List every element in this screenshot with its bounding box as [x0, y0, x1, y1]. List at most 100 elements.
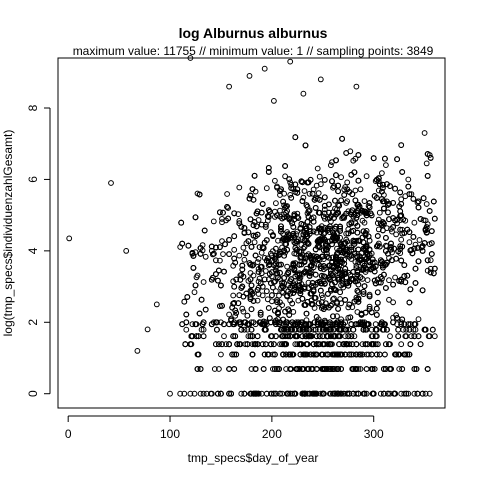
data-point [299, 366, 306, 372]
data-point [255, 291, 262, 297]
data-point [226, 366, 233, 372]
data-point [271, 390, 277, 397]
data-point [263, 288, 270, 295]
data-point [187, 390, 194, 397]
data-point [306, 207, 313, 214]
data-point [214, 326, 220, 333]
data-point [320, 230, 327, 237]
data-point [338, 366, 345, 372]
data-point [280, 351, 287, 358]
data-point [428, 228, 435, 235]
data-point [386, 216, 392, 223]
data-point [304, 299, 311, 305]
data-point [322, 319, 329, 326]
data-point [314, 165, 321, 172]
data-point [393, 231, 400, 238]
data-point [374, 233, 381, 239]
data-point [316, 326, 323, 333]
data-point [341, 186, 348, 193]
data-point [279, 302, 286, 309]
data-point [284, 293, 291, 300]
data-point [250, 222, 257, 229]
data-point [388, 240, 394, 247]
data-point [277, 319, 283, 326]
data-point [374, 289, 381, 296]
data-point [322, 300, 329, 307]
data-point [362, 209, 369, 215]
data-point [255, 269, 262, 275]
data-point [197, 390, 204, 397]
data-point [226, 311, 233, 318]
data-point [208, 390, 215, 397]
data-point [379, 170, 385, 177]
data-point [405, 176, 412, 183]
data-point [410, 326, 417, 333]
data-point [306, 273, 313, 279]
data-point [401, 390, 408, 397]
data-point [421, 130, 428, 136]
data-point [414, 245, 421, 251]
data-point [393, 351, 400, 358]
data-point [296, 248, 303, 255]
data-point [345, 304, 352, 311]
data-point [284, 236, 291, 242]
data-point [307, 228, 314, 235]
data-point [313, 366, 320, 372]
data-point [348, 351, 355, 358]
data-point [312, 205, 319, 211]
data-point [414, 390, 421, 397]
data-point [385, 201, 391, 208]
data-point [368, 366, 375, 372]
data-point [221, 333, 227, 340]
data-point [335, 265, 342, 272]
y-tick-label: 2 [26, 319, 40, 326]
data-point [214, 319, 220, 326]
data-point [337, 289, 344, 296]
data-point [292, 273, 299, 280]
data-point [415, 333, 422, 340]
data-point [392, 185, 399, 192]
data-point [360, 326, 367, 333]
data-point [308, 255, 315, 262]
data-point [310, 326, 317, 333]
data-point [281, 214, 288, 221]
data-point [284, 213, 291, 220]
data-point [430, 270, 437, 277]
data-point [304, 219, 311, 225]
data-point [332, 197, 338, 204]
data-point [306, 321, 313, 328]
data-point [301, 269, 308, 276]
data-point [428, 240, 435, 247]
data-point [327, 341, 333, 348]
data-point [179, 321, 186, 328]
data-point [284, 263, 291, 270]
data-point [354, 212, 361, 219]
data-point [343, 200, 350, 206]
data-point [429, 326, 436, 333]
data-point [389, 257, 395, 264]
data-point [334, 230, 340, 237]
data-point [338, 390, 345, 397]
data-point [423, 229, 430, 236]
data-point [380, 181, 386, 188]
data-point [345, 230, 352, 237]
data-point [355, 246, 362, 253]
data-point [349, 191, 356, 198]
chart-subtitle: maximum value: 11755 // minimum value: 1… [73, 44, 434, 58]
data-point [362, 256, 369, 263]
data-point [299, 390, 306, 397]
data-point [197, 250, 204, 257]
data-point [290, 290, 297, 296]
data-point [369, 390, 376, 397]
data-point [231, 283, 238, 290]
data-point [326, 304, 332, 311]
data-point [332, 287, 338, 293]
data-point [283, 351, 290, 358]
data-point [381, 220, 387, 227]
data-point [233, 276, 240, 283]
data-point [399, 366, 406, 372]
data-point [353, 214, 360, 221]
data-point [247, 216, 254, 223]
data-point [362, 326, 369, 333]
data-point [247, 294, 254, 301]
